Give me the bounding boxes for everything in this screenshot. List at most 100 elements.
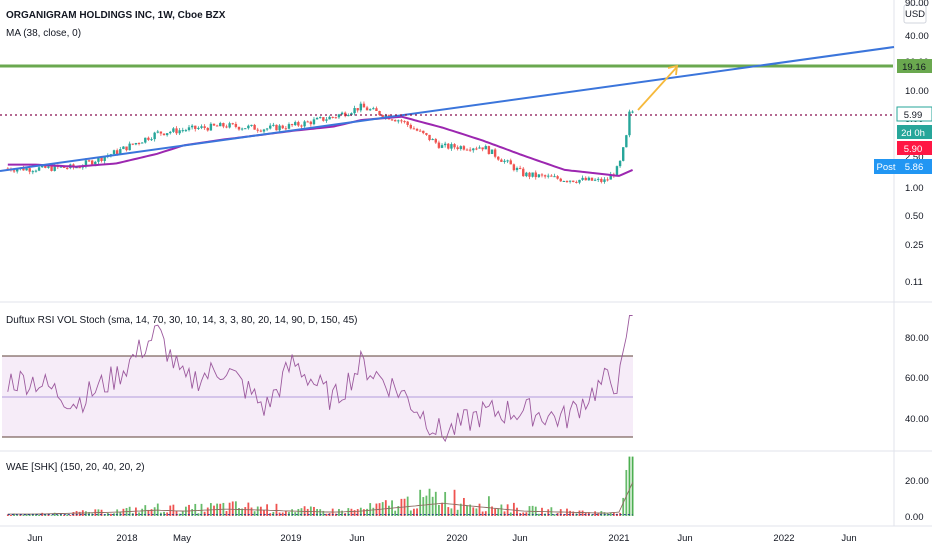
candle-body	[340, 112, 344, 115]
candle-body	[334, 117, 338, 119]
candle	[169, 130, 172, 135]
wae-bar	[253, 511, 256, 516]
wae-bar	[503, 511, 506, 516]
wae-bar	[141, 508, 144, 516]
candle-body	[284, 128, 288, 130]
time-axis[interactable]: Jun 2018 May 2019 Jun 2020 Jun 2021 Jun …	[27, 533, 856, 544]
candle	[156, 129, 159, 134]
candle	[459, 145, 462, 151]
wae-bar	[622, 497, 625, 516]
countdown-tag-label: 2d 0h	[901, 128, 925, 139]
currency-label: USD	[905, 9, 925, 20]
wae-bar	[559, 509, 562, 516]
currency-box[interactable]	[903, 4, 927, 24]
wae-bar	[459, 503, 462, 516]
candle	[237, 126, 241, 131]
candle	[262, 128, 266, 134]
wae-bar	[78, 511, 81, 516]
post-price-tag[interactable]: Post 5.86	[874, 159, 932, 174]
wae-bar	[116, 509, 119, 516]
candle	[431, 138, 434, 141]
candle-body	[297, 122, 300, 126]
candle	[203, 124, 206, 130]
candle-body	[537, 174, 541, 178]
candle-body	[247, 125, 250, 129]
candle-body	[300, 125, 303, 127]
candle-body	[100, 157, 103, 161]
candle-body	[531, 172, 534, 177]
candle	[500, 158, 503, 162]
candle	[306, 120, 309, 123]
wae-bar	[350, 508, 353, 516]
resistance-tag-bg	[897, 59, 932, 73]
last-price-tag[interactable]: 5.99	[896, 106, 932, 122]
ma-label: MA (38, close, 0)	[6, 28, 81, 39]
candle-body	[478, 147, 481, 149]
candle	[259, 129, 263, 133]
trend-line[interactable]	[0, 46, 895, 172]
candle	[400, 119, 403, 124]
wae-bar	[509, 512, 512, 516]
candle	[390, 119, 394, 121]
wae-bar	[475, 508, 478, 516]
candle-body	[406, 121, 409, 125]
wae-bar	[425, 495, 428, 516]
candle	[162, 133, 166, 136]
candle-body	[119, 149, 122, 154]
candle	[284, 125, 288, 131]
wae-bar	[297, 508, 300, 516]
candle	[506, 159, 509, 164]
candle	[422, 130, 425, 135]
candle	[365, 105, 369, 111]
candle-body	[400, 120, 403, 122]
resistance-tag[interactable]: 19.16	[897, 59, 932, 73]
candle	[331, 116, 334, 119]
candle	[428, 134, 431, 142]
wae-bar	[347, 508, 350, 516]
candle-body	[518, 167, 522, 169]
candle	[575, 180, 578, 184]
rsi-axis[interactable]: 80.00 60.00 40.00	[905, 333, 929, 425]
candle	[572, 180, 575, 183]
candle-body	[200, 126, 203, 128]
candle-body	[303, 121, 306, 127]
candle	[518, 165, 522, 170]
wae-bar	[103, 514, 106, 516]
candle	[137, 142, 141, 146]
candle-body	[315, 117, 319, 120]
candle	[562, 180, 566, 182]
wae-bar	[594, 511, 596, 516]
wae-bar	[569, 510, 572, 516]
time-tick: 2021	[608, 533, 629, 544]
countdown-tag: 2d 0h	[897, 125, 932, 139]
candle	[172, 127, 175, 133]
candle-body	[259, 130, 263, 132]
projection-arrow[interactable]	[637, 67, 677, 111]
wae-bar	[612, 512, 615, 516]
candle	[547, 173, 550, 179]
wae-bar	[397, 506, 400, 516]
candle	[368, 108, 372, 112]
candle-body	[134, 142, 138, 145]
red-price-tag[interactable]: 5.90	[897, 141, 932, 155]
candle-body	[434, 139, 437, 143]
candle-body	[240, 128, 244, 130]
wae-bar	[113, 513, 115, 516]
wae-bar	[356, 509, 359, 516]
wae-bar	[188, 504, 190, 516]
candle	[625, 134, 628, 148]
post-tag-prefix-bg	[874, 159, 898, 174]
candle-body	[562, 180, 566, 182]
candle-body	[231, 123, 234, 125]
candle	[31, 170, 35, 175]
candle-body	[103, 156, 106, 161]
time-tick: 2018	[116, 533, 137, 544]
candle-body	[578, 179, 581, 183]
wae-bar	[581, 510, 584, 516]
wae-bar	[53, 512, 56, 516]
candle	[450, 142, 453, 151]
wae-axis[interactable]: 20.00 0.00	[905, 476, 929, 523]
candle	[453, 143, 456, 150]
candle	[534, 170, 537, 180]
